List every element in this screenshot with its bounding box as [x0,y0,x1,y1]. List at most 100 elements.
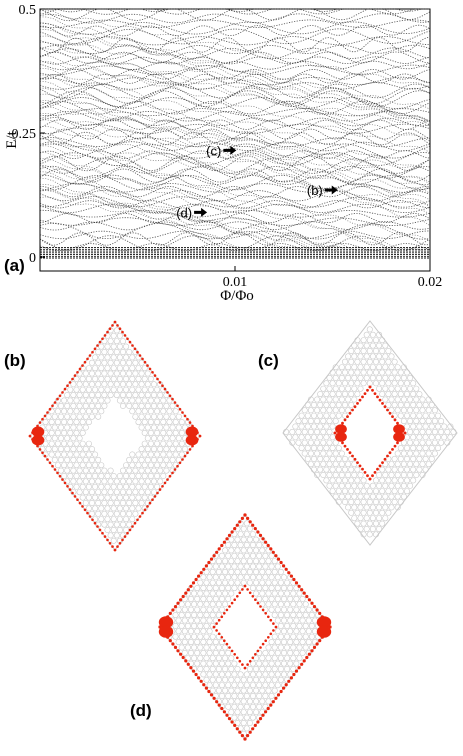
lattice-site [363,525,370,532]
edge-density-dot [373,471,377,474]
lattice-site [82,467,89,474]
lattice-site [123,472,130,479]
lattice-site [299,649,306,656]
lattice-site [345,461,352,468]
edge-density-dot [131,344,134,347]
lattice-site [302,633,309,640]
lattice-site [259,665,266,672]
lattice-site [163,413,170,420]
spectrum-level [39,203,431,213]
edge-density-dot [161,485,164,488]
edge-density-dot [396,441,399,445]
lattice-site [92,462,99,469]
lattice-site [154,397,161,404]
density-blob [316,625,332,638]
edge-density-dot [123,535,127,538]
lattice-site [113,370,120,377]
lattice-site [219,682,226,689]
lattice-site [262,585,269,592]
density-blob [393,432,405,442]
lattice-site [141,440,148,447]
lattice-site [293,606,300,613]
lattice-site [253,579,260,586]
lattice-site [129,386,136,393]
edge-density-dot [358,398,362,402]
lattice-site [110,537,117,544]
lattice-site [215,558,222,565]
edge-density-dot [212,554,216,558]
lattice-site [372,358,379,365]
lattice-site [360,347,367,354]
lattice-site [85,451,92,458]
lattice-site [197,633,204,640]
lattice-site [259,655,266,662]
y-tick-label: 0 [29,251,36,266]
lattice-site [299,639,306,646]
lattice-site [379,466,386,473]
lattice-site [271,590,278,597]
lattice-site [400,461,407,468]
x-tick-label: 0.01 [223,275,248,290]
lattice-site [240,525,247,532]
edge-density-dot [168,611,172,616]
lattice-site [376,353,383,360]
lattice-site [191,633,198,640]
lattice-site [110,494,117,501]
lattice-site [82,381,89,388]
lattice-site [277,612,284,619]
edge-density-dot [274,696,278,700]
lattice-site [382,504,389,511]
lattice-site [360,380,367,387]
edge-density-dot [238,659,242,663]
edge-density-dot [163,481,167,485]
edge-density-dot [207,560,211,565]
lattice-site [307,407,314,414]
lattice-site [274,563,281,570]
lattice-site [95,392,102,399]
lattice-site [70,489,77,496]
lattice-site [382,342,389,349]
edge-density-dot [168,474,172,478]
edge-density-dot [141,511,144,515]
lattice-site [317,412,324,419]
lattice-site [262,692,269,699]
lattice-site [120,348,127,355]
lattice-site [135,375,142,382]
lattice-site [301,418,308,425]
edge-density-dot [81,505,84,508]
lattice-site [317,455,324,462]
lattice-site [407,374,414,381]
lattice-site [57,413,64,420]
lattice-site [400,482,407,489]
lattice-site [348,380,355,387]
lattice-site [304,401,311,408]
lattice-site [403,380,410,387]
lattice-site [302,622,309,629]
spectrum-level [39,232,431,246]
lattice-site [246,579,253,586]
lattice-site [376,482,383,489]
lattice-site [259,590,266,597]
lattice-site [120,489,127,496]
density-blob [393,424,405,434]
lattice-site [157,392,164,399]
lattice-site [441,423,448,430]
lattice-site [357,515,364,522]
lattice-site [222,698,229,705]
lattice-site [394,374,401,381]
lattice-site [422,401,429,408]
lattice-site [178,451,185,458]
lattice-site [194,585,201,592]
lattice-site [326,428,333,435]
spectrum-level-crossing [39,196,346,250]
lattice-site [219,671,226,678]
lattice-site [338,482,345,489]
edge-density-dot [103,535,107,538]
edge-density-dot [136,518,139,522]
edge-density-dot [307,598,311,602]
lattice-site [181,628,188,635]
lattice-site [296,590,303,597]
lattice-site [225,682,232,689]
lattice-site [194,660,201,667]
lattice-site [354,466,361,473]
